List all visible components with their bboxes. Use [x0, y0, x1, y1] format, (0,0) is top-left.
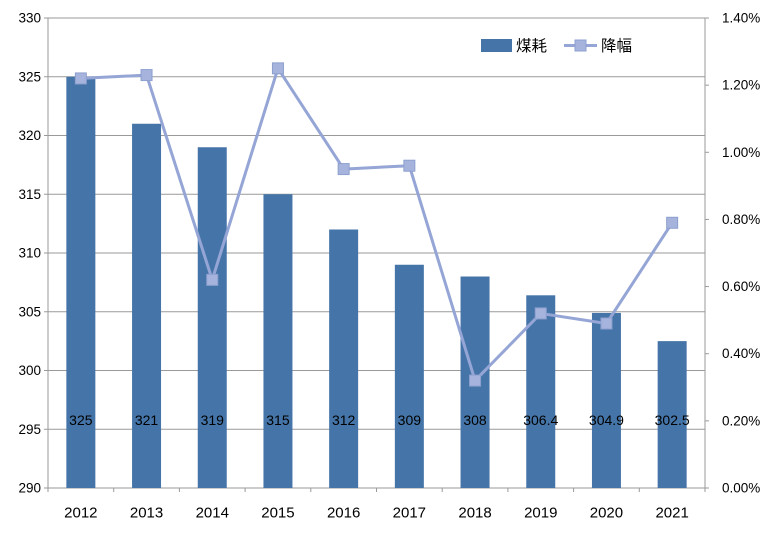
legend-swatch-bar[interactable]: [481, 39, 512, 52]
left-axis-tick-label: 295: [18, 422, 41, 437]
left-axis-tick-label: 330: [18, 11, 41, 26]
left-axis-tick-label: 320: [18, 128, 41, 143]
bar-data-label: 319: [201, 412, 225, 428]
left-axis-tick-label: 305: [18, 304, 41, 319]
left-axis-tick-label: 300: [18, 363, 41, 378]
x-axis-category-label: 2020: [590, 505, 623, 522]
bar-2012[interactable]: [66, 76, 96, 488]
line-marker-2021[interactable]: [666, 216, 679, 229]
bar-2019[interactable]: [526, 295, 556, 488]
bar-data-label: 321: [135, 412, 159, 428]
bar-data-label: 315: [266, 412, 290, 428]
bar-2014[interactable]: [197, 147, 227, 488]
legend-label-line-series[interactable]: 降幅: [601, 37, 632, 55]
bar-data-label: 309: [398, 412, 422, 428]
line-marker-2014[interactable]: [206, 273, 219, 286]
line-marker-2016[interactable]: [337, 163, 350, 176]
left-axis-tick-label: 315: [18, 187, 41, 202]
line-marker-2020[interactable]: [600, 317, 613, 330]
left-axis-tick-label: 290: [18, 481, 41, 496]
right-axis-tick-label: 1.00%: [722, 145, 760, 160]
bar-data-label: 308: [463, 412, 487, 428]
x-axis-category-label: 2021: [655, 505, 688, 522]
right-axis-tick-label: 0.60%: [722, 279, 760, 294]
right-axis-tick-label: 1.20%: [722, 78, 760, 93]
bar-data-label: 312: [332, 412, 356, 428]
line-marker-2018[interactable]: [469, 374, 482, 387]
right-axis-tick-label: 0.20%: [722, 413, 760, 428]
line-marker-2013[interactable]: [140, 69, 153, 82]
right-axis-tick-label: 0.80%: [722, 212, 760, 227]
line-marker-2019[interactable]: [534, 307, 547, 320]
bar-data-label: 304.9: [589, 412, 624, 428]
bar-2021[interactable]: [657, 341, 687, 488]
bar-data-label: 302.5: [655, 412, 690, 428]
legend-swatch-line-marker[interactable]: [574, 39, 587, 52]
legend: 煤耗 降幅: [481, 37, 632, 55]
line-marker-2017[interactable]: [403, 159, 416, 172]
line-series-降幅[interactable]: [80, 66, 674, 383]
x-axis-category-label: 2019: [524, 505, 557, 522]
left-axis-tick-label: 310: [18, 246, 41, 261]
bar-data-label: 325: [69, 412, 93, 428]
bar-data-label: 306.4: [523, 412, 558, 428]
bar-2016[interactable]: [329, 229, 359, 489]
bar-2020[interactable]: [591, 312, 621, 488]
left-axis-tick-label: 325: [18, 69, 41, 84]
x-axis-category-label: 2014: [196, 505, 229, 522]
bar-2015[interactable]: [263, 194, 293, 488]
line-marker-2015[interactable]: [271, 62, 284, 75]
line-marker-2012[interactable]: [74, 72, 87, 85]
x-axis-category-label: 2013: [130, 505, 163, 522]
right-axis-tick-label: 0.40%: [722, 346, 760, 361]
bar-2013[interactable]: [132, 123, 162, 488]
x-axis-category-label: 2018: [458, 505, 491, 522]
x-axis-category-label: 2017: [393, 505, 426, 522]
right-axis-tick-label: 0.00%: [722, 481, 760, 496]
bar-2017[interactable]: [394, 264, 424, 488]
x-axis-category-label: 2012: [64, 505, 97, 522]
legend-label-bar-series[interactable]: 煤耗: [516, 37, 547, 55]
right-axis-tick-label: 1.40%: [722, 11, 760, 26]
x-axis-category-label: 2015: [261, 505, 294, 522]
x-axis-category-label: 2016: [327, 505, 360, 522]
